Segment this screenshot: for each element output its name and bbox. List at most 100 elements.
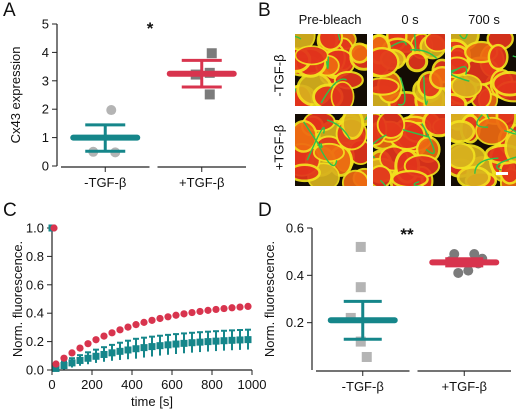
panel-c-control-point [244,336,252,344]
panel-c-treated-point [140,318,148,326]
panel-c-treated-point [52,360,60,368]
panel-c-control-point [164,341,172,349]
micrograph-control-700s [451,34,516,106]
panel-c-control-point [60,362,68,370]
panel-c-control-point [180,339,188,347]
panel-c-treated-point [212,305,220,314]
panel-d-data-point [355,241,366,252]
panel-a-y-axis-label: Cx43 expression [8,47,23,144]
panel-c-xtick-label: 400 [121,377,143,392]
panel-c-treated-point [164,313,172,321]
panel-a-ytick-label: 0 [42,159,49,174]
panel-c-treated-point [188,308,196,317]
panel-c-treated-point [92,336,100,344]
panel-c-treated-point [132,321,140,329]
panel-c-control-point [228,336,236,344]
panel-c-control-point [148,343,156,351]
panel-a-significance-marker: * [147,19,154,38]
panel-d-category-label: -TGF-β [342,379,384,394]
panel-letter-a: A [3,0,16,21]
micrograph-control-prebleach [295,34,367,106]
panel-c-x-axis-label: time [s] [131,394,173,409]
micrograph-treated-700s [451,114,516,186]
panel-c-control-point [124,346,132,354]
column-label-prebleach: Pre-bleach [298,12,362,27]
panel-d-category-label: +TGF-β [442,379,487,394]
panel-c-treated-point [124,323,132,331]
column-label-0s: 0 s [401,12,419,27]
panel-c-ytick-label: 0.4 [26,306,44,321]
panel-d-data-point [361,351,372,362]
panel-c-control-point [132,345,140,353]
panel-c-treated-point [236,303,244,311]
panel-c-treated-prebleach-point [50,224,58,232]
panel-c-xtick-label: 800 [201,377,223,392]
panel-a-category-label: -TGF-β [84,175,126,190]
panel-c-treated-point [60,354,68,362]
panel-c-treated-point [100,332,108,340]
panel-d-data-point [355,336,366,347]
panel-d-ytick-label: 0.2 [286,315,304,330]
panel-c-treated-point [172,311,180,319]
panel-c-treated-point [220,304,228,313]
panel-d-ytick-label: 0.4 [286,268,304,283]
panel-d-data-point [469,249,480,260]
panel-d-ytick-label: 0.6 [286,221,304,236]
panel-c-xtick-label: 600 [161,377,183,392]
panel-c-y-axis-label: Norm. fluorescence. [10,241,25,357]
panel-c-treated-point [244,302,252,311]
panel-letter-b: B [258,0,271,21]
panel-a-ytick-label: 4 [42,45,49,60]
panel-a-ytick-label: 2 [42,102,49,117]
micrograph-control-0s [373,34,445,106]
panel-c-control-point [100,350,108,358]
panel-c-control-point [116,347,124,355]
panel-d-y-axis-label: Norm. fluorescence. [262,241,277,357]
panel-a-category-label: +TGF-β [179,175,224,190]
panel-c-treated-point [68,349,76,357]
panel-c-control-point [220,337,228,345]
panel-c-treated-point [76,344,84,352]
panel-c-treated-point [116,326,124,334]
panel-c-treated-point [108,329,116,337]
panel-c-control-point [140,344,148,352]
panel-c-xtick-label: 200 [81,377,103,392]
panel-c-ytick-label: 1.0 [26,221,44,236]
panel-a-data-point [204,89,215,100]
panel-d-significance-marker: ** [400,225,414,244]
panel-c-treated-point [196,307,204,316]
panel-c-control-point [156,342,164,350]
panel-c-control-point [212,337,220,345]
panel-c-treated-point [156,314,164,323]
panel-c-control-point [68,359,76,367]
panel-c-treated-point [84,340,92,348]
panel-c-ytick-label: 0.0 [26,363,44,378]
panel-letter-d: D [258,200,272,221]
panel-c-treated-point [204,306,212,314]
panel-c-xtick-label: 0 [48,377,55,392]
panel-a-ytick-label: 5 [42,17,49,32]
panel-c-ytick-label: 0.6 [26,277,44,292]
column-label-700s: 700 s [468,12,500,27]
panel-a-data-point [206,48,217,59]
panel-c-control-point [204,338,212,346]
panel-a-ytick-label: 3 [42,73,49,88]
panel-c-control-point [196,338,204,346]
panel-d-data-point [355,282,366,293]
panel-c-control-point [52,364,60,372]
panel-c-treated-point [228,304,236,312]
panel-c-control-point [172,340,180,348]
panel-c-xtick-label: 1000 [238,377,267,392]
panel-c-control-point [84,354,92,362]
micrograph-treated-prebleach [295,114,367,186]
panel-c-treated-point [180,310,188,318]
panel-c-treated-point [148,316,156,324]
panel-letter-c: C [3,200,17,221]
panel-c-control-point [76,356,84,364]
panel-c-control-point [108,349,116,357]
panel-c-control-point [188,339,196,347]
panel-d-data-point [453,267,464,278]
panel-c-ytick-label: 0.2 [26,334,44,349]
panel-a-data-point [106,105,117,116]
